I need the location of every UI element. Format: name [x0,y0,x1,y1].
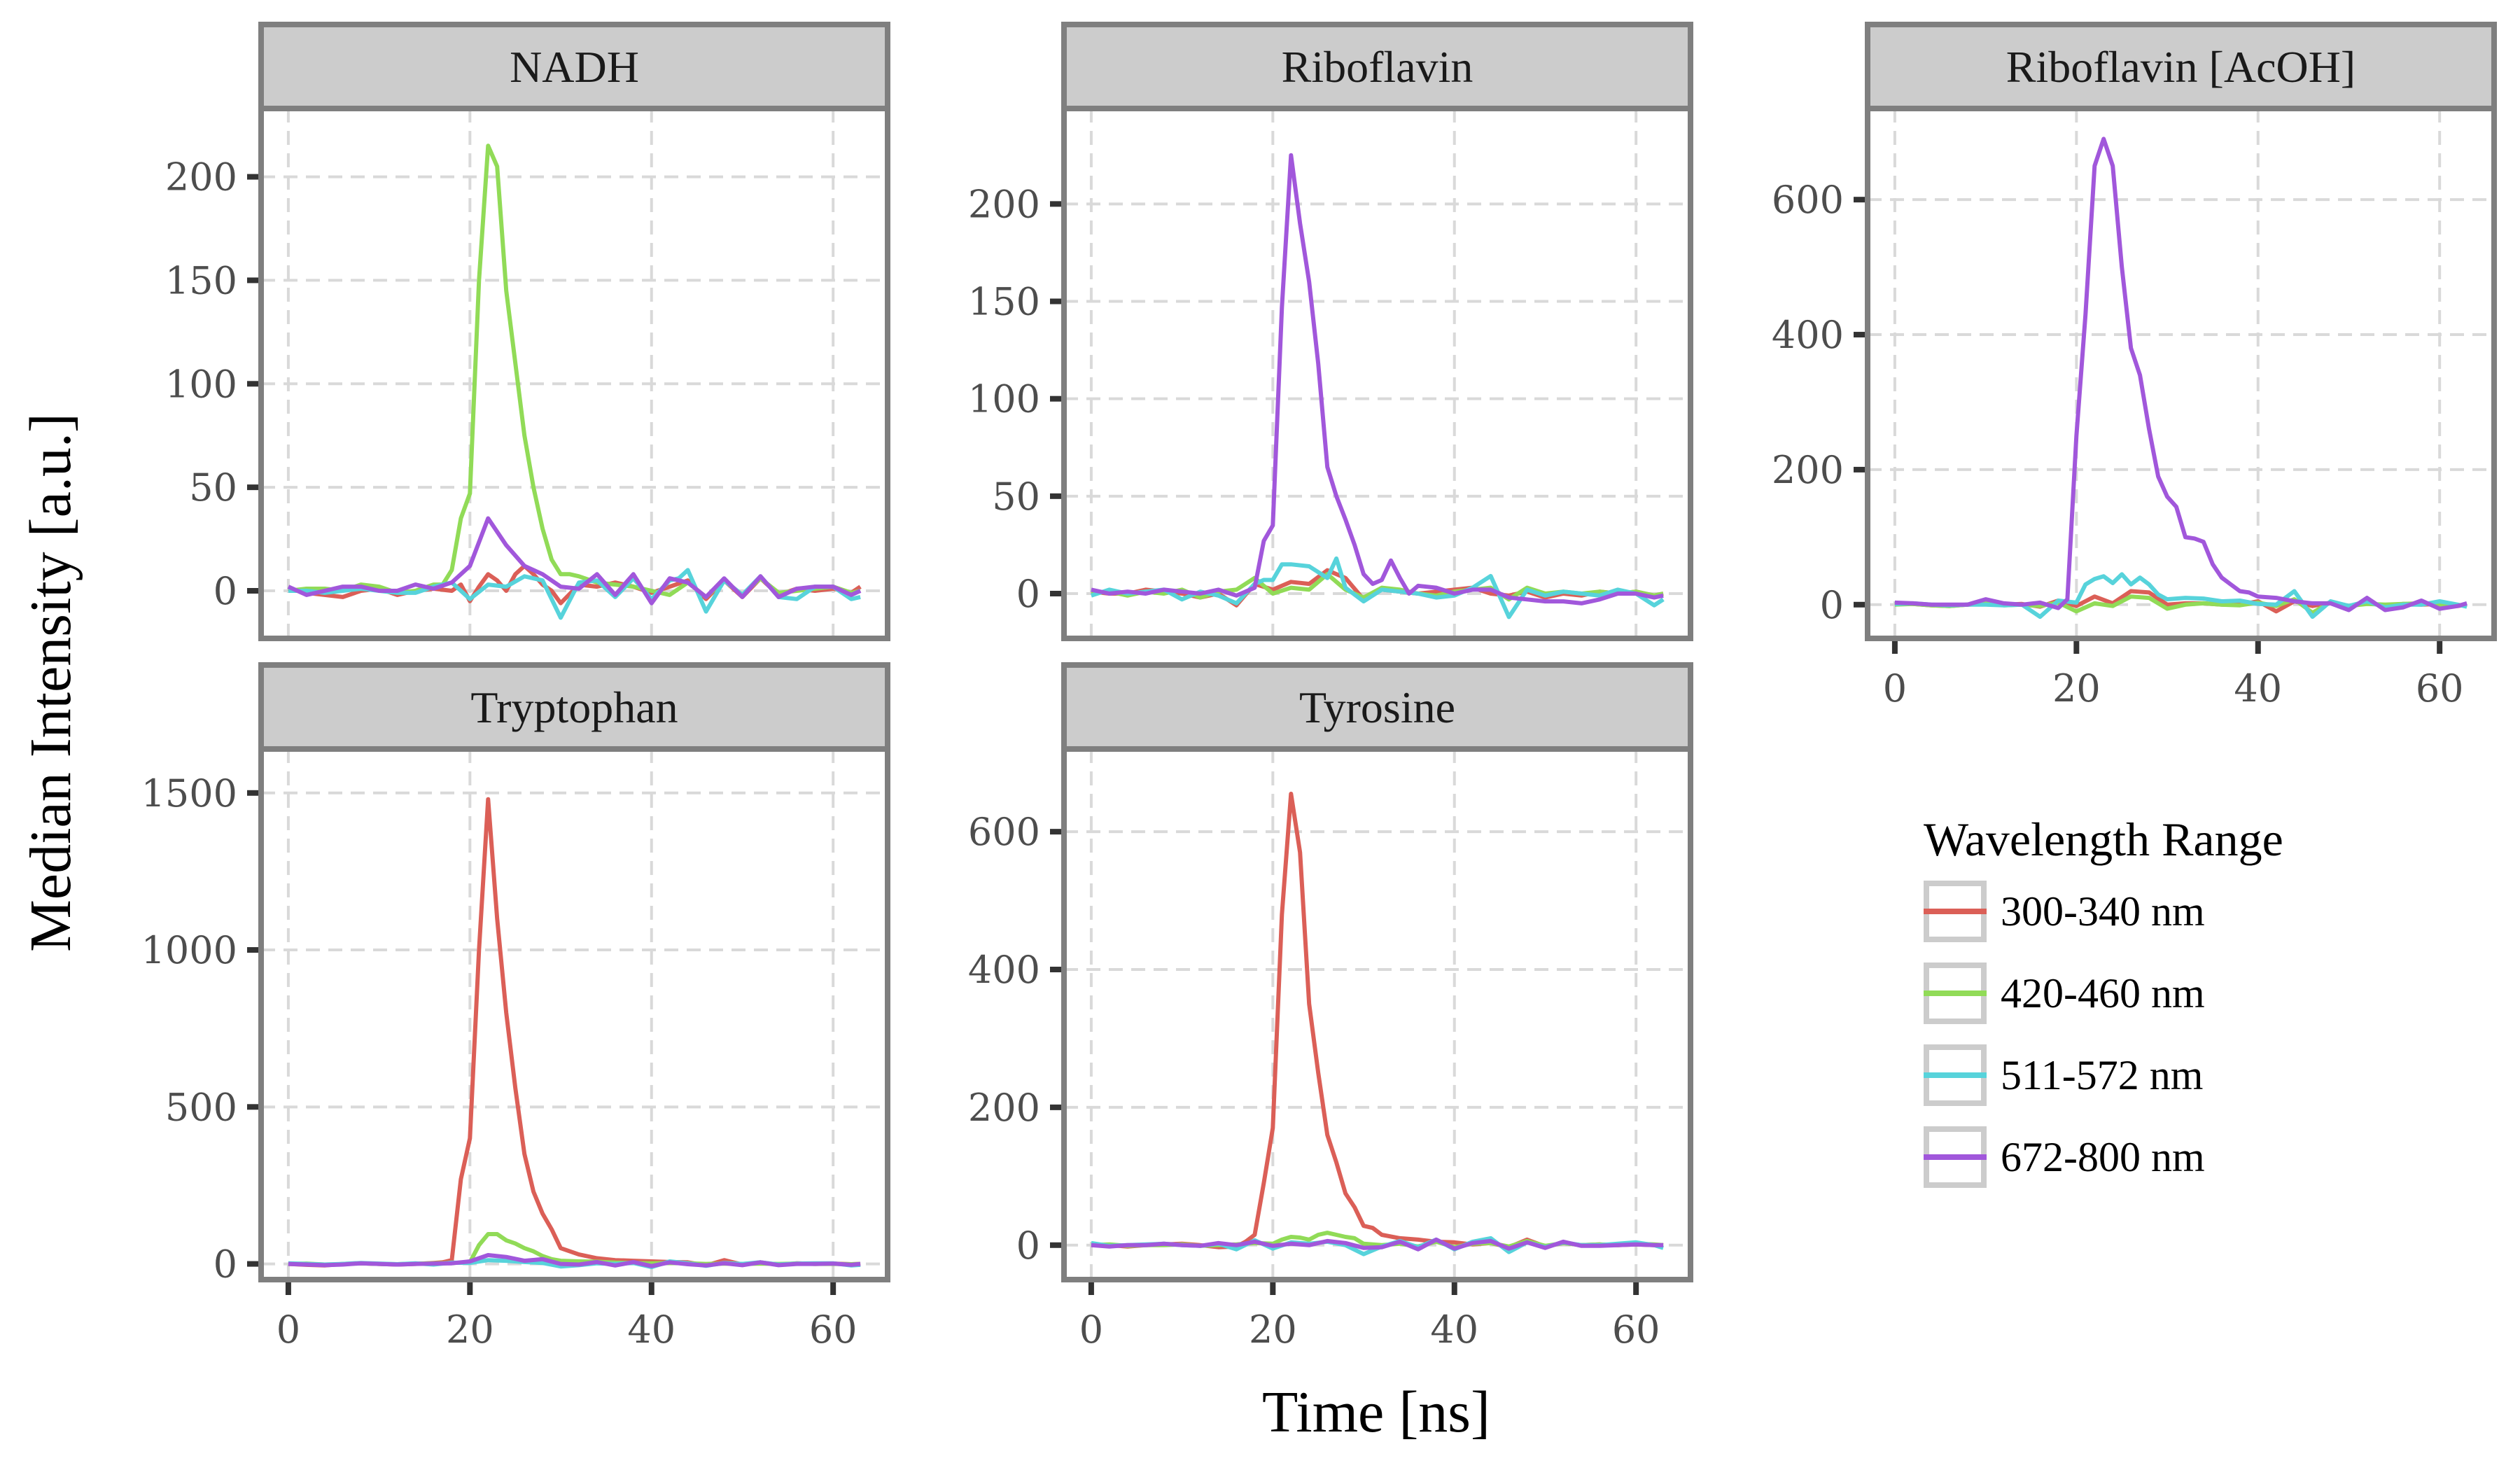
y-tick-label: 400 [1772,313,1844,357]
strip-label: Tryptophan [470,682,678,732]
x-tick-label: 0 [1883,666,1907,710]
strip [258,22,890,111]
y-tick-label: 200 [1772,448,1844,492]
panel-tryptophan: Tryptophan 0 500 1000 1500 0 20 40 60 [141,662,890,1352]
legend-title: Wavelength Range [1924,813,2283,866]
panel-riboflavin-acoh: Riboflavin [AcOH] 0 200 400 600 0 20 40 60 [1772,22,2497,710]
y-tick-label: 600 [968,810,1040,854]
x-tick-label: 0 [276,1308,300,1352]
plot-area [1868,108,2494,638]
legend-item-672-800-nm: 672-800 nm [1924,1126,2205,1188]
legend: Wavelength Range 300-340 nm 420-460 nm 511… [1924,813,2283,1188]
y-tick-label: 0 [1016,572,1040,616]
panel-tyrosine: Tyrosine 0 200 400 600 0 20 40 60 [968,662,1693,1352]
panel-riboflavin: Riboflavin 0 50 100 150 200 [968,22,1693,641]
legend-item-511-572-nm: 511-572 nm [1924,1044,2203,1106]
strip [1061,662,1693,752]
strip-label: Riboflavin [AcOH] [2006,42,2356,92]
plot-area [261,108,888,638]
legend-item-300-340-nm: 300-340 nm [1924,881,2205,942]
series-line-672-800-nm [1894,136,2468,612]
y-tick-label: 400 [968,948,1040,992]
y-tick-label: 600 [1772,178,1844,222]
y-tick-label: 0 [1820,583,1844,627]
legend-label: 511-572 nm [2001,1052,2203,1098]
strip-label: NADH [510,42,639,92]
x-axis-title: Time [ns] [1262,1380,1490,1445]
plot-area [1064,749,1690,1280]
series-line-672-800-nm [288,1253,861,1268]
x-tick-label: 60 [2416,666,2464,710]
x-tick-label: 20 [2052,666,2101,710]
y-axis-title: Median Intensity [a.u.] [18,413,83,952]
legend-label: 672-800 nm [2001,1134,2205,1180]
strip [1865,22,2497,111]
series-line-672-800-nm [1091,1237,1664,1252]
y-tick-label: 150 [165,258,237,302]
plot-area [1064,108,1690,638]
panel-nadh: NADH 0 50 100 150 200 [165,22,890,641]
y-tick-label: 50 [992,475,1040,519]
y-tick-label: 200 [968,182,1040,226]
x-tick-label: 0 [1079,1308,1103,1352]
legend-label: 420-460 nm [2001,970,2205,1016]
y-tick-label: 150 [968,280,1040,324]
y-tick-label: 100 [165,362,237,406]
panels: NADH050100150200Riboflavin050100150200Ri… [141,22,2497,1352]
legend-label: 300-340 nm [2001,888,2205,934]
x-tick-label: 20 [1249,1308,1297,1352]
y-tick-label: 200 [968,1086,1040,1130]
y-tick-label: 0 [214,1242,237,1287]
strip [1061,22,1693,111]
x-tick-label: 40 [1430,1308,1478,1352]
strip-label: Tyrosine [1299,682,1455,732]
legend-item-420-460-nm: 420-460 nm [1924,962,2205,1024]
y-tick-label: 50 [189,465,237,510]
x-tick-label: 60 [809,1308,858,1352]
x-tick-label: 40 [2234,666,2282,710]
series-line-672-800-nm [1091,153,1664,606]
series-line-672-800-nm [287,516,862,606]
y-tick-label: 500 [165,1085,237,1129]
y-tick-label: 1500 [141,771,237,816]
x-tick-label: 20 [446,1308,494,1352]
strip [258,662,890,752]
plot-area [261,749,888,1280]
x-tick-label: 40 [627,1308,676,1352]
y-tick-label: 1000 [141,928,237,972]
y-tick-label: 200 [165,155,237,200]
y-tick-label: 0 [1016,1224,1040,1268]
y-tick-label: 0 [214,569,237,613]
x-tick-label: 60 [1612,1308,1660,1352]
y-tick-label: 100 [968,377,1040,421]
strip-label: Riboflavin [1282,42,1474,92]
